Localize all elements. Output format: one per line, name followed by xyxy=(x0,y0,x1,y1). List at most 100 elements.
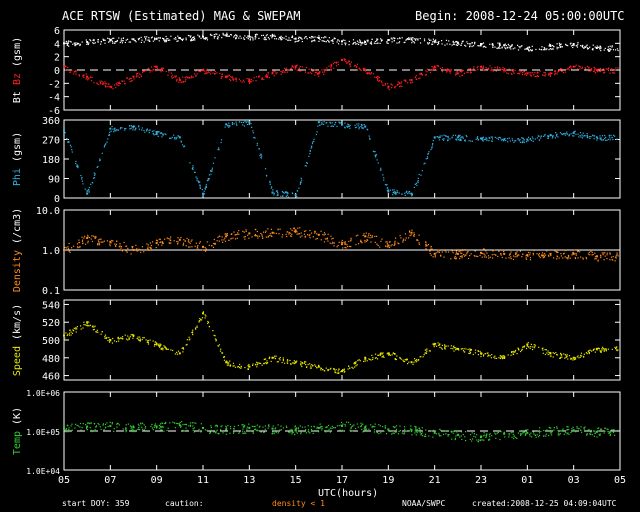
scatter-dot-density xyxy=(388,246,390,248)
scatter-dot-density xyxy=(600,255,602,257)
scatter-dot-mag xyxy=(238,37,240,39)
y-axis-label-mag: Bt Bz (gsm) xyxy=(12,37,23,103)
scatter-dot-mag xyxy=(93,42,95,45)
scatter-dot-phi xyxy=(557,136,559,138)
scatter-dot-temp xyxy=(562,429,564,431)
scatter-dot-temp xyxy=(365,425,367,427)
scatter-dot-density xyxy=(331,242,333,245)
scatter-dot-speed xyxy=(163,345,165,347)
scatter-dot-density xyxy=(131,249,133,251)
scatter-dot-density xyxy=(532,254,534,256)
scatter-dot-mag xyxy=(614,72,616,74)
scatter-dot-phi xyxy=(269,180,271,182)
scatter-dot-mag xyxy=(188,77,190,79)
scatter-dot-temp xyxy=(607,428,609,431)
scatter-dot-density xyxy=(615,257,617,259)
scatter-dot-speed xyxy=(419,356,421,358)
scatter-dot-mag xyxy=(362,67,365,70)
scatter-dot-speed xyxy=(220,348,222,350)
scatter-dot-temp xyxy=(268,424,270,426)
scatter-dot-speed xyxy=(195,328,197,330)
scatter-dot-mag xyxy=(130,80,133,82)
scatter-dot-temp xyxy=(189,424,192,426)
scatter-dot-mag xyxy=(87,79,89,81)
scatter-dot-mag xyxy=(348,63,350,65)
scatter-dot-mag xyxy=(273,75,275,77)
scatter-dot-density xyxy=(314,232,316,234)
y-axis-label-speed: Speed (km/s) xyxy=(12,304,23,376)
data-point-phi xyxy=(225,123,228,126)
scatter-dot-density xyxy=(323,234,325,236)
scatter-dot-phi xyxy=(97,165,99,168)
scatter-dot-speed xyxy=(82,327,84,329)
scatter-dot-speed xyxy=(259,362,262,365)
data-point-mag xyxy=(549,45,552,47)
scatter-dot-phi xyxy=(471,140,474,142)
scatter-dot-speed xyxy=(406,359,408,361)
scatter-dot-mag xyxy=(99,80,101,82)
scatter-dot-speed xyxy=(92,325,94,327)
scatter-dot-phi xyxy=(86,189,88,192)
scatter-dot-density xyxy=(429,252,431,255)
scatter-dot-speed xyxy=(207,321,210,323)
scatter-dot-temp xyxy=(264,425,266,427)
scatter-dot-mag xyxy=(344,58,347,61)
scatter-dot-temp xyxy=(215,431,217,433)
scatter-dot-mag xyxy=(115,82,117,84)
scatter-dot-mag xyxy=(165,41,167,43)
scatter-dot-mag xyxy=(75,44,77,46)
scatter-dot-density xyxy=(121,250,123,252)
scatter-dot-speed xyxy=(189,338,191,340)
scatter-dot-temp xyxy=(357,426,359,428)
scatter-dot-phi xyxy=(509,140,511,142)
scatter-dot-temp xyxy=(160,427,162,429)
scatter-dot-mag xyxy=(216,33,218,35)
scatter-dot-phi xyxy=(508,137,510,139)
scatter-dot-mag xyxy=(427,43,429,45)
scatter-dot-mag xyxy=(85,73,87,75)
scatter-dot-mag xyxy=(301,66,303,68)
scatter-dot-speed xyxy=(356,364,358,366)
scatter-dot-phi xyxy=(151,130,153,132)
scatter-dot-temp xyxy=(102,424,104,426)
scatter-dot-density xyxy=(360,239,362,241)
scatter-dot-mag xyxy=(543,74,545,77)
scatter-dot-mag xyxy=(112,42,114,44)
scatter-dot-mag xyxy=(428,42,430,44)
scatter-dot-mag xyxy=(611,46,613,48)
scatter-dot-temp xyxy=(79,426,81,428)
scatter-dot-mag xyxy=(534,72,536,74)
scatter-dot-density xyxy=(299,236,301,238)
scatter-dot-density xyxy=(87,236,89,238)
scatter-dot-mag xyxy=(549,74,551,76)
scatter-dot-mag xyxy=(126,38,129,40)
scatter-dot-temp xyxy=(561,430,563,432)
scatter-dot-phi xyxy=(504,137,506,140)
scatter-dot-temp xyxy=(549,432,552,434)
scatter-dot-phi xyxy=(406,190,408,192)
scatter-dot-mag xyxy=(524,48,526,50)
scatter-dot-mag xyxy=(341,43,343,45)
scatter-dot-speed xyxy=(355,365,357,367)
scatter-dot-mag xyxy=(396,84,398,86)
scatter-dot-density xyxy=(377,244,379,246)
data-point-temp xyxy=(225,428,228,431)
scatter-dot-phi xyxy=(313,138,315,140)
scatter-dot-temp xyxy=(294,430,296,432)
scatter-dot-speed xyxy=(292,362,294,364)
scatter-dot-temp xyxy=(310,426,313,428)
scatter-dot-mag xyxy=(204,70,206,72)
scatter-dot-phi xyxy=(174,138,176,140)
scatter-dot-speed xyxy=(185,344,187,346)
scatter-dot-mag xyxy=(358,39,361,41)
scatter-dot-temp xyxy=(444,430,447,432)
scatter-dot-density xyxy=(542,255,544,257)
scatter-dot-density xyxy=(64,249,66,251)
scatter-dot-mag xyxy=(426,71,428,73)
scatter-dot-speed xyxy=(198,321,200,323)
scatter-dot-temp xyxy=(144,427,146,429)
scatter-dot-speed xyxy=(369,358,371,361)
scatter-dot-mag xyxy=(545,49,547,51)
scatter-dot-mag xyxy=(254,35,257,37)
scatter-dot-temp xyxy=(174,427,176,429)
